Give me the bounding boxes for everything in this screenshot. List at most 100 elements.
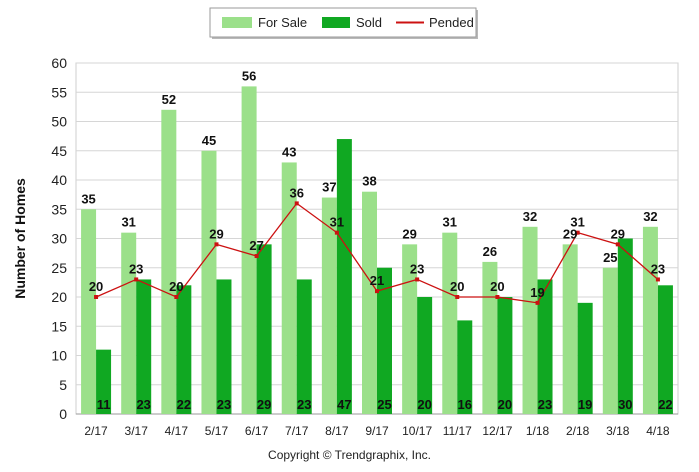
x-tick-label: 2/18 <box>566 424 590 438</box>
data-label-sold: 23 <box>136 397 150 412</box>
data-label-for-sale: 45 <box>202 133 216 148</box>
x-tick-label: 4/17 <box>165 424 189 438</box>
data-label-sold: 25 <box>377 397 391 412</box>
data-label-sold: 16 <box>458 397 472 412</box>
data-label-for-sale: 43 <box>282 144 296 159</box>
pended-point <box>375 289 379 294</box>
bar-sold <box>417 297 433 414</box>
data-label-pended: 20 <box>169 279 183 294</box>
data-label-pended: 36 <box>289 185 303 200</box>
x-tick-label: 6/17 <box>245 424 269 438</box>
data-label-for-sale: 31 <box>443 215 457 230</box>
data-label-for-sale: 29 <box>563 226 577 241</box>
bar-for-sale <box>602 267 618 414</box>
y-tick-label: 45 <box>51 143 67 159</box>
data-label-sold: 29 <box>257 397 271 412</box>
bar-for-sale <box>362 191 377 414</box>
data-label-pended: 31 <box>570 215 584 230</box>
data-label-pended: 20 <box>89 279 103 294</box>
x-tick-label: 9/17 <box>365 424 389 438</box>
bar-sold <box>377 267 392 414</box>
legend-box <box>209 7 477 38</box>
pended-point <box>94 295 99 299</box>
bar-for-sale <box>241 86 257 415</box>
bar-for-sale <box>201 150 217 414</box>
bar-for-sale <box>642 226 658 414</box>
data-label-sold: 23 <box>538 397 552 412</box>
bar-for-sale <box>281 162 297 414</box>
data-label-sold: 30 <box>618 397 632 412</box>
bar-for-sale <box>321 197 337 414</box>
bar-sold <box>537 279 553 414</box>
data-label-pended: 27 <box>249 238 263 253</box>
data-label-sold: 20 <box>498 397 512 412</box>
bar-for-sale <box>522 226 538 414</box>
bar-sold <box>256 244 272 414</box>
data-label-for-sale: 52 <box>162 92 176 107</box>
pended-point <box>134 277 139 282</box>
y-tick-label: 10 <box>51 348 67 364</box>
data-label-pended: 29 <box>209 226 223 241</box>
x-tick-label: 3/17 <box>125 424 149 438</box>
data-label-pended: 20 <box>450 279 464 294</box>
pended-point <box>254 254 259 259</box>
legend-label-sold: Sold <box>356 15 382 30</box>
legend-swatch-for-sale <box>222 17 252 28</box>
data-label-for-sale: 26 <box>483 244 497 259</box>
data-label-sold: 22 <box>177 397 191 412</box>
x-tick-label: 4/18 <box>646 424 670 438</box>
bar-for-sale <box>562 244 578 414</box>
data-label-for-sale: 31 <box>121 215 135 230</box>
y-tick-label: 20 <box>51 289 67 305</box>
bar-sold <box>336 139 352 415</box>
bar-sold <box>296 279 312 414</box>
data-label-sold: 23 <box>217 397 231 412</box>
data-label-for-sale: 29 <box>402 226 416 241</box>
bar-sold <box>657 285 673 414</box>
pended-point <box>615 242 620 247</box>
x-tick-label: 2/17 <box>84 424 108 438</box>
bar-sold <box>457 320 473 414</box>
pended-point <box>294 201 299 206</box>
data-label-for-sale: 37 <box>322 180 336 195</box>
data-label-pended: 29 <box>611 226 625 241</box>
bar-for-sale <box>161 109 177 415</box>
data-label-for-sale: 32 <box>523 209 537 224</box>
x-tick-label: 5/17 <box>205 424 229 438</box>
x-tick-label: 11/17 <box>443 424 472 438</box>
y-tick-label: 60 <box>51 55 67 71</box>
data-label-pended: 23 <box>129 261 143 276</box>
legend-label-pended: Pended <box>429 15 474 30</box>
y-tick-label: 5 <box>59 377 67 393</box>
pended-point <box>415 277 420 282</box>
bar-for-sale <box>81 209 97 414</box>
data-label-sold: 20 <box>417 397 431 412</box>
data-label-for-sale: 32 <box>643 209 657 224</box>
pended-point <box>535 300 540 305</box>
data-label-for-sale: 25 <box>603 250 617 265</box>
bar-for-sale <box>442 232 458 414</box>
bar-sold <box>497 297 513 414</box>
pended-point <box>214 242 219 247</box>
data-label-sold: 47 <box>337 397 351 412</box>
bar-sold <box>617 238 633 414</box>
data-label-sold: 23 <box>297 397 311 412</box>
bar-sold <box>176 285 192 414</box>
x-tick-label: 7/17 <box>285 424 309 438</box>
y-tick-label: 0 <box>59 406 67 422</box>
y-tick-label: 50 <box>51 114 67 130</box>
y-tick-label: 55 <box>51 84 67 100</box>
data-label-pended: 23 <box>651 261 665 276</box>
x-tick-label: 8/17 <box>325 424 349 438</box>
x-tick-label: 10/17 <box>402 424 432 438</box>
pended-point <box>495 295 500 299</box>
bar-sold <box>216 279 232 414</box>
pended-point <box>655 277 660 282</box>
copyright-text: Copyright © Trendgraphix, Inc. <box>268 448 431 462</box>
x-tick-label: 3/18 <box>606 424 630 438</box>
bar-for-sale <box>402 244 418 414</box>
data-label-pended: 23 <box>410 261 424 276</box>
data-label-pended: 21 <box>370 273 384 288</box>
